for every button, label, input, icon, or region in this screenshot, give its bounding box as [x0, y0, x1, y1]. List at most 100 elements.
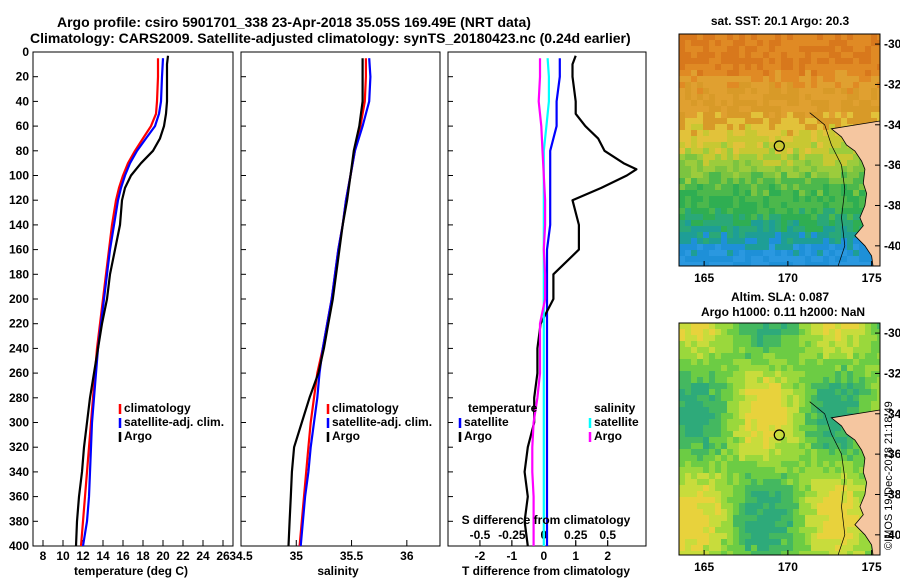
map-cell: [763, 46, 769, 52]
map-cell: [685, 359, 691, 365]
map-cell: [877, 347, 880, 353]
map-cell: [877, 64, 880, 70]
map-cell: [847, 347, 853, 353]
map-cell: [841, 70, 847, 76]
map-cell: [799, 515, 805, 521]
map-cell: [733, 124, 739, 130]
map-cell: [769, 154, 775, 160]
map-cell: [751, 491, 757, 497]
map-cell: [787, 208, 793, 214]
map-cell: [841, 329, 847, 335]
map-cell: [799, 232, 805, 238]
map-cell: [703, 154, 709, 160]
map-cell: [793, 365, 799, 371]
map-cell: [721, 64, 727, 70]
map-cell: [745, 473, 751, 479]
map-cell: [853, 479, 859, 485]
map-cell: [781, 383, 787, 389]
map-cell: [829, 148, 835, 154]
map-cell: [703, 335, 709, 341]
map-cell: [721, 52, 727, 58]
map-cell: [721, 509, 727, 515]
map-cell: [721, 413, 727, 419]
map-cell: [757, 94, 763, 100]
map-cell: [793, 485, 799, 491]
map-cell: [769, 479, 775, 485]
map-cell: [679, 244, 685, 250]
map-cell: [823, 353, 829, 359]
map-cell: [817, 335, 823, 341]
map-cell: [769, 431, 775, 437]
map-cell: [859, 64, 865, 70]
map-cell: [805, 256, 811, 262]
map-cell: [757, 437, 763, 443]
depth-tick-label: 0: [22, 45, 29, 59]
map-cell: [685, 431, 691, 437]
map-cell: [715, 202, 721, 208]
map-cell: [763, 527, 769, 533]
x-tick-label: 20: [156, 549, 170, 563]
map-cell: [859, 383, 865, 389]
map-cell: [751, 473, 757, 479]
map-cell: [679, 184, 685, 190]
map-cell: [859, 323, 865, 329]
map-cell: [829, 473, 835, 479]
map-cell: [691, 184, 697, 190]
map-cell: [745, 196, 751, 202]
map-cell: [733, 443, 739, 449]
map-cell: [799, 401, 805, 407]
map-cell: [787, 178, 793, 184]
map-cell: [697, 88, 703, 94]
map-cell: [829, 347, 835, 353]
map-cell: [835, 238, 841, 244]
map-cell: [727, 395, 733, 401]
map-cell: [865, 395, 871, 401]
map-cell: [721, 365, 727, 371]
map-cell: [691, 341, 697, 347]
map-cell: [727, 76, 733, 82]
map-cell: [811, 485, 817, 491]
map-cell: [769, 359, 775, 365]
map-cell: [739, 461, 745, 467]
map-cell: [817, 124, 823, 130]
map-cell: [775, 238, 781, 244]
map-cell: [685, 172, 691, 178]
map-cell: [691, 52, 697, 58]
map-cell: [787, 497, 793, 503]
map-cell: [733, 70, 739, 76]
depth-tick-label: 200: [9, 292, 29, 306]
map-cell: [745, 365, 751, 371]
map-cell: [679, 515, 685, 521]
map-cell: [739, 40, 745, 46]
map-cell: [817, 431, 823, 437]
map-cell: [835, 479, 841, 485]
map-cell: [739, 413, 745, 419]
map-cell: [787, 88, 793, 94]
map-cell: [769, 58, 775, 64]
map-cell: [715, 238, 721, 244]
map-cell: [763, 503, 769, 509]
map-cell: [709, 226, 715, 232]
map-cell: [847, 238, 853, 244]
map-cell: [823, 365, 829, 371]
temperature-panel: 0204060801001201401601802002202402602803…: [9, 45, 234, 578]
map-cell: [739, 515, 745, 521]
map-cell: [835, 347, 841, 353]
map-cell: [853, 160, 859, 166]
map-cell: [787, 371, 793, 377]
map-cell: [715, 130, 721, 136]
map-cell: [691, 479, 697, 485]
map-cell: [685, 521, 691, 527]
sla-map-lon-axis: 165 170 175: [694, 550, 882, 574]
map-cell: [769, 551, 775, 555]
map-cell: [835, 76, 841, 82]
map-cell: [793, 335, 799, 341]
map-cell: [697, 100, 703, 106]
map-cell: [865, 377, 871, 383]
map-cell: [679, 166, 685, 172]
map-cell: [817, 509, 823, 515]
map-cell: [793, 419, 799, 425]
map-cell: [697, 130, 703, 136]
map-cell: [685, 389, 691, 395]
map-cell: [745, 479, 751, 485]
